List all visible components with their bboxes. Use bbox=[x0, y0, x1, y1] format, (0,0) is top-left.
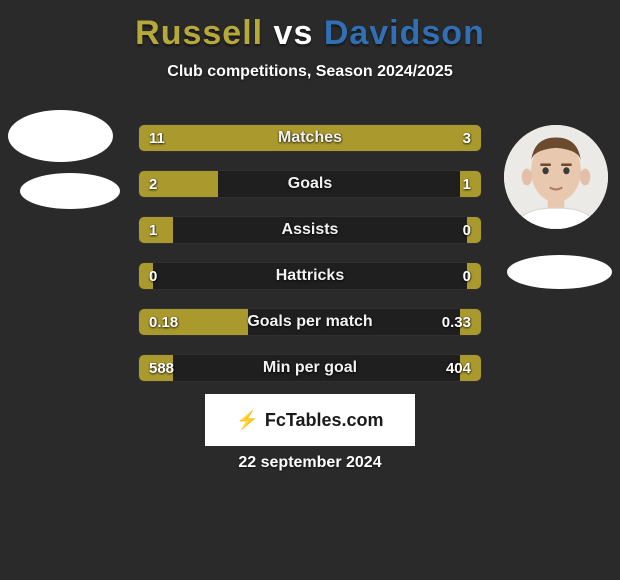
bar-row: 0Hattricks0 bbox=[138, 262, 482, 290]
title-player-left: Russell bbox=[135, 14, 263, 52]
bar-right-value: 0 bbox=[463, 217, 471, 243]
bar-label: Hattricks bbox=[139, 263, 481, 289]
branding-bolt-icon: ⚡ bbox=[236, 410, 258, 431]
bar-right-value: 0 bbox=[463, 263, 471, 289]
subtitle: Club competitions, Season 2024/2025 bbox=[0, 63, 620, 81]
player-left-avatar-shape-1 bbox=[8, 110, 113, 162]
bar-right-value: 1 bbox=[463, 171, 471, 197]
title-player-right: Davidson bbox=[324, 14, 485, 52]
bar-label: Matches bbox=[139, 125, 481, 151]
bar-row: 2Goals1 bbox=[138, 170, 482, 198]
bar-label: Min per goal bbox=[139, 355, 481, 381]
bar-row: 0.18Goals per match0.33 bbox=[138, 308, 482, 336]
bar-right-value: 404 bbox=[446, 355, 471, 381]
branding-badge: ⚡ FcTables.com bbox=[205, 394, 415, 446]
bar-row: 1Assists0 bbox=[138, 216, 482, 244]
comparison-infographic: Russell vs Davidson Club competitions, S… bbox=[0, 0, 620, 580]
bar-label: Assists bbox=[139, 217, 481, 243]
bar-row: 11Matches3 bbox=[138, 124, 482, 152]
bar-right-value: 0.33 bbox=[442, 309, 471, 335]
bar-row: 588Min per goal404 bbox=[138, 354, 482, 382]
player-right-face-icon bbox=[504, 125, 608, 229]
comparison-bars: 11Matches32Goals11Assists00Hattricks00.1… bbox=[138, 124, 482, 400]
player-right-avatar bbox=[504, 125, 608, 229]
title-vs: vs bbox=[263, 14, 324, 52]
bar-label: Goals per match bbox=[139, 309, 481, 335]
branding-text: FcTables.com bbox=[265, 410, 384, 431]
page-title: Russell vs Davidson bbox=[0, 0, 620, 53]
date-caption: 22 september 2024 bbox=[0, 454, 620, 472]
player-left-avatar-shape-2 bbox=[20, 173, 120, 209]
bar-right-value: 3 bbox=[463, 125, 471, 151]
bar-label: Goals bbox=[139, 171, 481, 197]
player-right-avatar-shape-2 bbox=[507, 255, 612, 289]
